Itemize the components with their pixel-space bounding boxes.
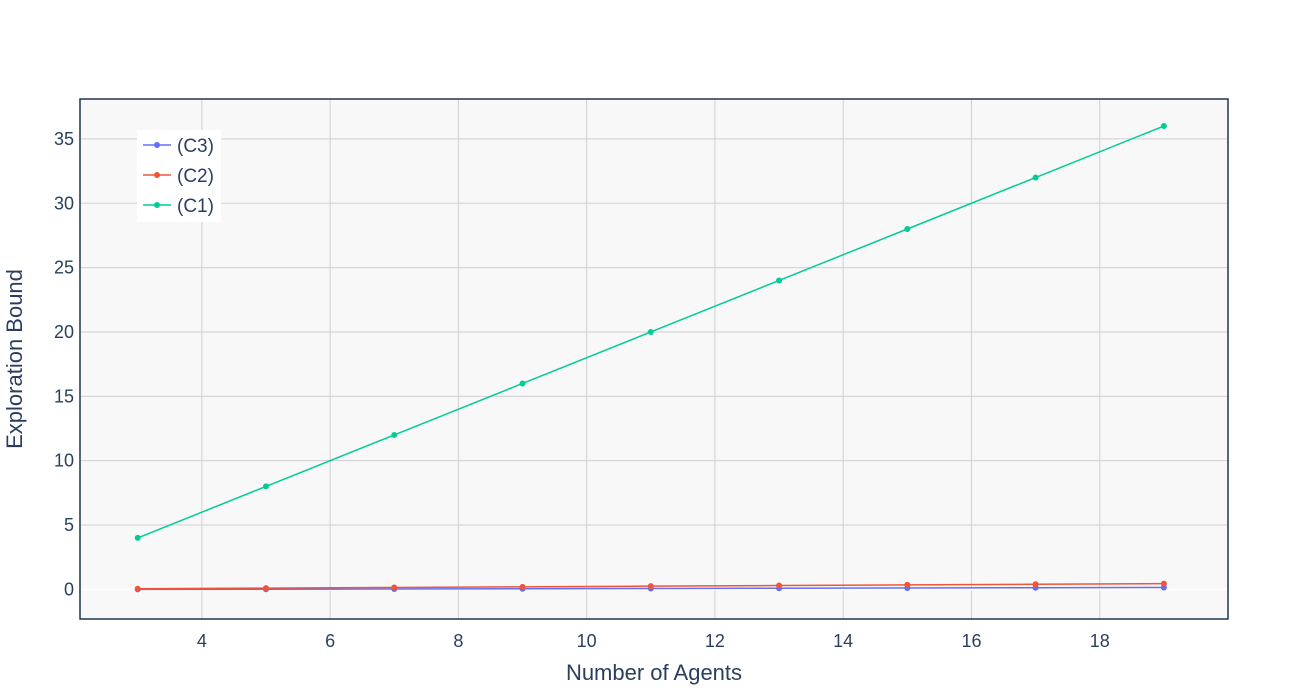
- x-tick-label: 12: [705, 631, 725, 651]
- data-point[interactable]: [904, 581, 911, 588]
- plot-frame: [79, 98, 1229, 620]
- data-point[interactable]: [134, 534, 141, 541]
- y-tick-label: 0: [64, 579, 74, 599]
- data-point[interactable]: [1160, 123, 1167, 130]
- x-tick-label: 6: [325, 631, 335, 651]
- legend[interactable]: (C3) (C2) (C1): [137, 130, 221, 222]
- legend-label: (C3): [177, 136, 214, 157]
- data-point[interactable]: [647, 328, 654, 335]
- y-tick-label: 15: [54, 386, 74, 406]
- data-point[interactable]: [776, 582, 783, 589]
- y-tick-label: 5: [64, 515, 74, 535]
- legend-swatch-marker: [154, 142, 160, 148]
- data-point[interactable]: [134, 585, 141, 592]
- y-tick-label: 20: [54, 322, 74, 342]
- series-layer: [134, 123, 1167, 593]
- data-point[interactable]: [1032, 174, 1039, 181]
- data-point[interactable]: [262, 483, 269, 490]
- legend-item[interactable]: (C3): [143, 136, 214, 157]
- data-point[interactable]: [647, 583, 654, 590]
- data-point[interactable]: [519, 583, 526, 590]
- data-point[interactable]: [776, 277, 783, 284]
- data-point[interactable]: [391, 584, 398, 591]
- y-tick-label: 10: [54, 451, 74, 471]
- x-tick-label: 4: [197, 631, 207, 651]
- data-point[interactable]: [1160, 580, 1167, 587]
- legend-item[interactable]: (C2): [143, 166, 214, 187]
- x-tick-label: 8: [453, 631, 463, 651]
- x-tick-label: 14: [833, 631, 853, 651]
- legend-label: (C1): [177, 196, 214, 217]
- x-axis-title: Number of Agents: [566, 660, 742, 685]
- legend-swatch-marker: [154, 202, 160, 208]
- x-tick-label: 18: [1090, 631, 1110, 651]
- x-gridlines: [201, 99, 1101, 619]
- data-point[interactable]: [262, 585, 269, 592]
- x-axis-ticks: 4 6 8 10 12 14 16 18: [197, 631, 1110, 651]
- y-tick-label: 30: [54, 193, 74, 213]
- series-2: [134, 580, 1167, 592]
- data-point[interactable]: [391, 431, 398, 438]
- legend-item[interactable]: (C1): [143, 196, 214, 217]
- x-tick-label: 10: [577, 631, 597, 651]
- data-point[interactable]: [904, 226, 911, 232]
- y-axis-ticks: 0 5 10 15 20 25 30 35: [54, 129, 74, 599]
- series-3: [134, 123, 1167, 541]
- data-point[interactable]: [519, 380, 526, 387]
- y-tick-label: 25: [54, 258, 74, 278]
- data-point[interactable]: [1032, 581, 1039, 588]
- y-tick-label: 35: [54, 129, 74, 149]
- y-axis-title: Exploration Bound: [2, 269, 27, 449]
- x-tick-label: 16: [961, 631, 981, 651]
- legend-label: (C2): [177, 166, 214, 187]
- plot-area: [80, 99, 1228, 619]
- legend-swatch-marker: [154, 172, 160, 178]
